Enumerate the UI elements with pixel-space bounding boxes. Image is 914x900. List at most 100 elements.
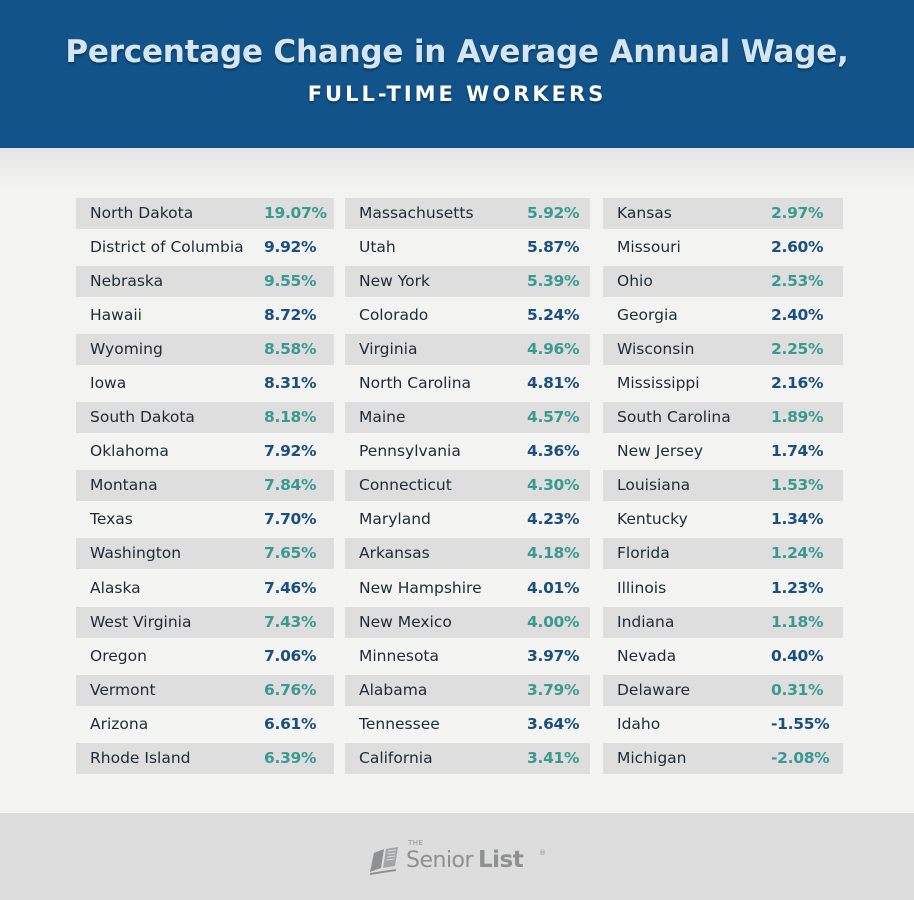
chart-title: Percentage Change in Average Annual Wage… bbox=[65, 34, 849, 70]
wage-change-value: 5.92% bbox=[527, 204, 580, 222]
table-row: Iowa 8.31% bbox=[76, 368, 334, 399]
state-name: South Carolina bbox=[617, 408, 731, 427]
state-name: Kansas bbox=[617, 204, 672, 222]
chart-subtitle: FULL-TIME WORKERS bbox=[307, 82, 607, 106]
table-column-2: Massachusetts 5.92% Utah 5.87% New York 5.39%… bbox=[345, 198, 590, 777]
state-name: Connecticut bbox=[359, 476, 452, 495]
state-name: West Virginia bbox=[90, 612, 192, 631]
state-name: Hawaii bbox=[90, 306, 142, 325]
wage-change-value: 1.74% bbox=[771, 442, 824, 461]
wage-change-value: 6.61% bbox=[264, 714, 317, 733]
wage-change-value: 7.06% bbox=[264, 646, 317, 665]
table-row: Arizona 6.61% bbox=[76, 709, 334, 740]
table-row: Connecticut 4.30% bbox=[345, 470, 590, 502]
table-row: Michigan -2.08% bbox=[603, 742, 843, 774]
table-row: Virginia 4.96% bbox=[345, 334, 590, 366]
table-row: California 3.41% bbox=[345, 742, 590, 774]
wage-change-value: 4.00% bbox=[527, 612, 580, 631]
state-name: Alabama bbox=[359, 680, 428, 699]
wage-change-value: 5.87% bbox=[527, 238, 580, 257]
state-name: California bbox=[359, 748, 433, 767]
wage-change-value: 2.60% bbox=[771, 238, 824, 257]
wage-change-value: 8.58% bbox=[264, 340, 317, 359]
state-name: Oklahoma bbox=[90, 442, 169, 461]
state-name: Colorado bbox=[359, 306, 429, 325]
table-row: Rhode Island 6.39% bbox=[76, 742, 334, 774]
state-name: Maryland bbox=[359, 510, 431, 529]
table-row: Missouri 2.60% bbox=[603, 232, 843, 263]
state-name: Delaware bbox=[617, 680, 691, 699]
table-row: Utah 5.87% bbox=[345, 232, 590, 263]
wage-change-value: 1.18% bbox=[771, 612, 824, 631]
wage-change-value: 4.30% bbox=[527, 476, 580, 495]
state-name: Illinois bbox=[617, 578, 667, 597]
table-row: South Carolina 1.89% bbox=[603, 402, 843, 434]
state-name: Vermont bbox=[90, 680, 156, 699]
wage-change-value: 1.23% bbox=[771, 578, 824, 597]
logo-senior: Senior bbox=[406, 848, 474, 873]
wage-change-value: 2.25% bbox=[771, 340, 824, 359]
state-name: Arkansas bbox=[359, 544, 430, 563]
table-row: Colorado 5.24% bbox=[345, 300, 590, 331]
table-row: West Virginia 7.43% bbox=[76, 606, 334, 638]
state-name: Rhode Island bbox=[90, 748, 191, 767]
table-row: Alabama 3.79% bbox=[345, 674, 590, 706]
state-name: Nevada bbox=[617, 646, 677, 665]
state-name: Missouri bbox=[617, 238, 681, 257]
wage-change-value: 9.55% bbox=[264, 272, 317, 291]
state-name: Minnesota bbox=[359, 646, 439, 665]
wage-change-value: 1.89% bbox=[771, 408, 824, 427]
table-row: Illinois 1.23% bbox=[603, 573, 843, 604]
table-row: Idaho -1.55% bbox=[603, 709, 843, 740]
wage-change-value: 2.53% bbox=[771, 272, 824, 291]
wage-change-value: -1.55% bbox=[771, 714, 830, 733]
table-row: Delaware 0.31% bbox=[603, 674, 843, 706]
table-row: Kansas 2.97% bbox=[603, 198, 843, 229]
table-row: Maryland 4.23% bbox=[345, 504, 590, 535]
wage-change-value: 4.23% bbox=[527, 510, 580, 529]
state-name: Maine bbox=[359, 408, 406, 427]
wage-change-value: 6.76% bbox=[264, 680, 317, 699]
wage-change-value: 4.57% bbox=[527, 408, 580, 427]
table-row: Oklahoma 7.92% bbox=[76, 436, 334, 467]
wage-change-value: 0.31% bbox=[771, 680, 824, 699]
state-name: Utah bbox=[359, 238, 396, 257]
wage-change-value: 6.39% bbox=[264, 748, 317, 767]
wage-change-value: 7.70% bbox=[264, 510, 317, 529]
table-row: District of Columbia 9.92% bbox=[76, 232, 334, 263]
table-row: Nebraska 9.55% bbox=[76, 266, 334, 298]
table-column-1: North Dakota 19.07% District of Columbia 9.… bbox=[76, 198, 334, 777]
state-name: Georgia bbox=[617, 306, 678, 325]
state-name: Alaska bbox=[90, 578, 141, 597]
state-name: New Mexico bbox=[359, 612, 452, 631]
wage-table: North Dakota 19.07% District of Columbia 9.… bbox=[0, 148, 914, 813]
state-name: District of Columbia bbox=[90, 238, 244, 257]
table-row: Ohio 2.53% bbox=[603, 266, 843, 298]
table-row: Kentucky 1.34% bbox=[603, 504, 843, 535]
wage-change-value: 5.24% bbox=[527, 306, 580, 325]
state-name: Pennsylvania bbox=[359, 442, 461, 461]
table-row: Hawaii 8.72% bbox=[76, 300, 334, 331]
table-row: Oregon 7.06% bbox=[76, 641, 334, 672]
table-row: Texas 7.70% bbox=[76, 504, 334, 535]
wage-change-value: 4.96% bbox=[527, 340, 580, 359]
footer: THE Senior List ® bbox=[0, 813, 914, 900]
state-name: Iowa bbox=[90, 374, 127, 393]
state-name: Montana bbox=[90, 476, 158, 495]
state-name: Wyoming bbox=[90, 340, 163, 359]
table-row: South Dakota 8.18% bbox=[76, 402, 334, 434]
table-row: Washington 7.65% bbox=[76, 538, 334, 570]
state-name: Ohio bbox=[617, 272, 653, 291]
wage-change-value: 8.31% bbox=[264, 374, 317, 393]
table-row: New Hampshire 4.01% bbox=[345, 573, 590, 604]
table-row: Louisiana 1.53% bbox=[603, 470, 843, 502]
state-name: Arizona bbox=[90, 714, 149, 733]
header-banner: Percentage Change in Average Annual Wage… bbox=[0, 0, 914, 148]
wage-change-value: 19.07% bbox=[264, 204, 327, 222]
table-row: Maine 4.57% bbox=[345, 402, 590, 434]
wage-change-value: 7.84% bbox=[264, 476, 317, 495]
wage-change-value: 2.40% bbox=[771, 306, 824, 325]
table-row: Indiana 1.18% bbox=[603, 606, 843, 638]
state-name: Washington bbox=[90, 544, 182, 563]
wage-change-value: 4.81% bbox=[527, 374, 580, 393]
